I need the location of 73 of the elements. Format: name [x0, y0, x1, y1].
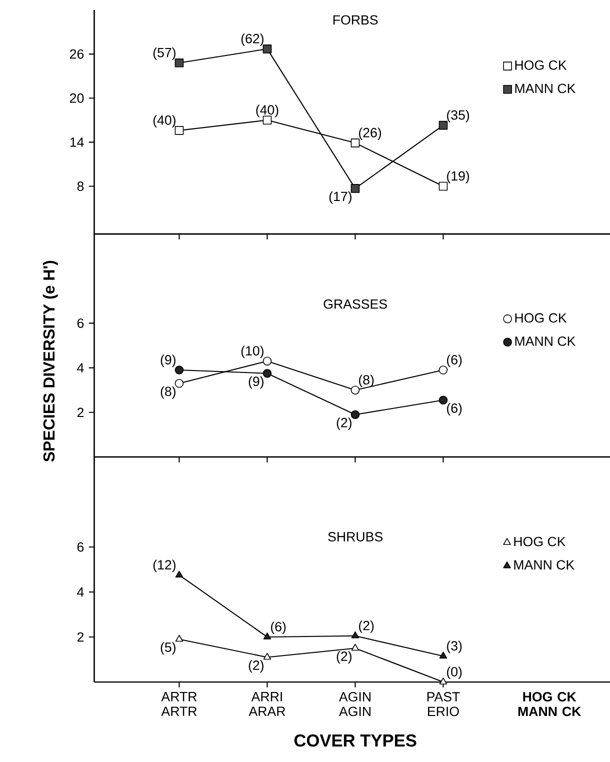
x-axis-title: COVER TYPES — [294, 734, 416, 747]
point — [263, 632, 271, 640]
point — [350, 410, 360, 420]
point — [438, 396, 448, 405]
annotation: (35) — [446, 110, 469, 122]
point — [438, 366, 448, 374]
point — [262, 368, 272, 378]
point — [438, 182, 448, 191]
annotation: (6) — [446, 403, 462, 416]
annotation: (40) — [153, 115, 176, 128]
point — [174, 126, 184, 135]
annotation: (26) — [358, 128, 381, 140]
legend-label: MANN CK — [515, 336, 576, 346]
point — [262, 356, 272, 366]
point — [174, 58, 184, 68]
point — [351, 631, 359, 638]
x-tick-label: PAST ERIO — [427, 692, 460, 716]
annotation: (8) — [358, 374, 374, 388]
y-tick-label: 20 — [70, 93, 84, 103]
annotation: (62) — [241, 34, 264, 46]
point — [350, 386, 360, 394]
legend-label: HOG CK — [515, 60, 567, 70]
legend-label: HOG CK — [514, 536, 566, 546]
y-tick-label: 26 — [70, 49, 84, 59]
annotation: (5) — [160, 642, 176, 655]
annotation: (3) — [446, 640, 462, 654]
point — [439, 678, 447, 684]
annotation: (17) — [329, 191, 352, 204]
point — [263, 652, 271, 660]
annotation: (9) — [160, 354, 176, 368]
annotation: (9) — [248, 376, 264, 389]
y-axis-title: SPECIES DIVERSITY (e H') — [42, 260, 58, 462]
y-tick-label: 4 — [76, 587, 84, 597]
annotation: (6) — [270, 622, 286, 634]
point — [174, 379, 184, 388]
x-tick-label: ARTR ARTR — [161, 692, 197, 716]
chart-title: FORBS — [333, 15, 378, 25]
annotation: (2) — [336, 418, 352, 430]
x-tick-label: AGIN AGIN — [338, 692, 370, 716]
annotation: (12) — [153, 560, 176, 572]
annotation: (8) — [160, 386, 176, 399]
text: HOG CK MANN CK — [518, 692, 581, 716]
text: SHRUBS — [328, 532, 382, 542]
annotation: (2) — [248, 660, 264, 673]
annotation: (6) — [446, 354, 462, 368]
point — [262, 44, 272, 54]
annotation: (2) — [336, 651, 352, 664]
legend-label: MANN CK — [515, 84, 576, 94]
annotation: (57) — [153, 48, 176, 60]
legend-label: HOG CK — [515, 313, 567, 323]
annotation: (19) — [446, 170, 469, 184]
y-tick-label: 2 — [77, 632, 84, 642]
point — [175, 570, 183, 578]
point — [174, 366, 184, 374]
y-tick-label: 14 — [70, 138, 84, 147]
y-tick-label: 6 — [77, 542, 84, 552]
y-tick-label: 8 — [77, 182, 84, 191]
point — [350, 184, 360, 193]
x-tick-label: ARRI ARAR — [248, 692, 286, 716]
text: GRASSES — [324, 299, 387, 309]
legend-label: MANN CK — [514, 560, 574, 570]
point — [350, 138, 360, 148]
y-tick-label: 6 — [77, 318, 84, 328]
annotation: (2) — [358, 620, 374, 633]
point — [438, 120, 448, 130]
annotation: (10) — [241, 346, 264, 358]
y-tick-label: 2 — [77, 408, 84, 418]
annotation: (40) — [256, 104, 278, 118]
point — [439, 652, 447, 659]
y-tick-label: 4 — [76, 363, 84, 372]
point — [351, 644, 359, 651]
point — [175, 634, 183, 642]
annotation: (0) — [446, 666, 462, 680]
